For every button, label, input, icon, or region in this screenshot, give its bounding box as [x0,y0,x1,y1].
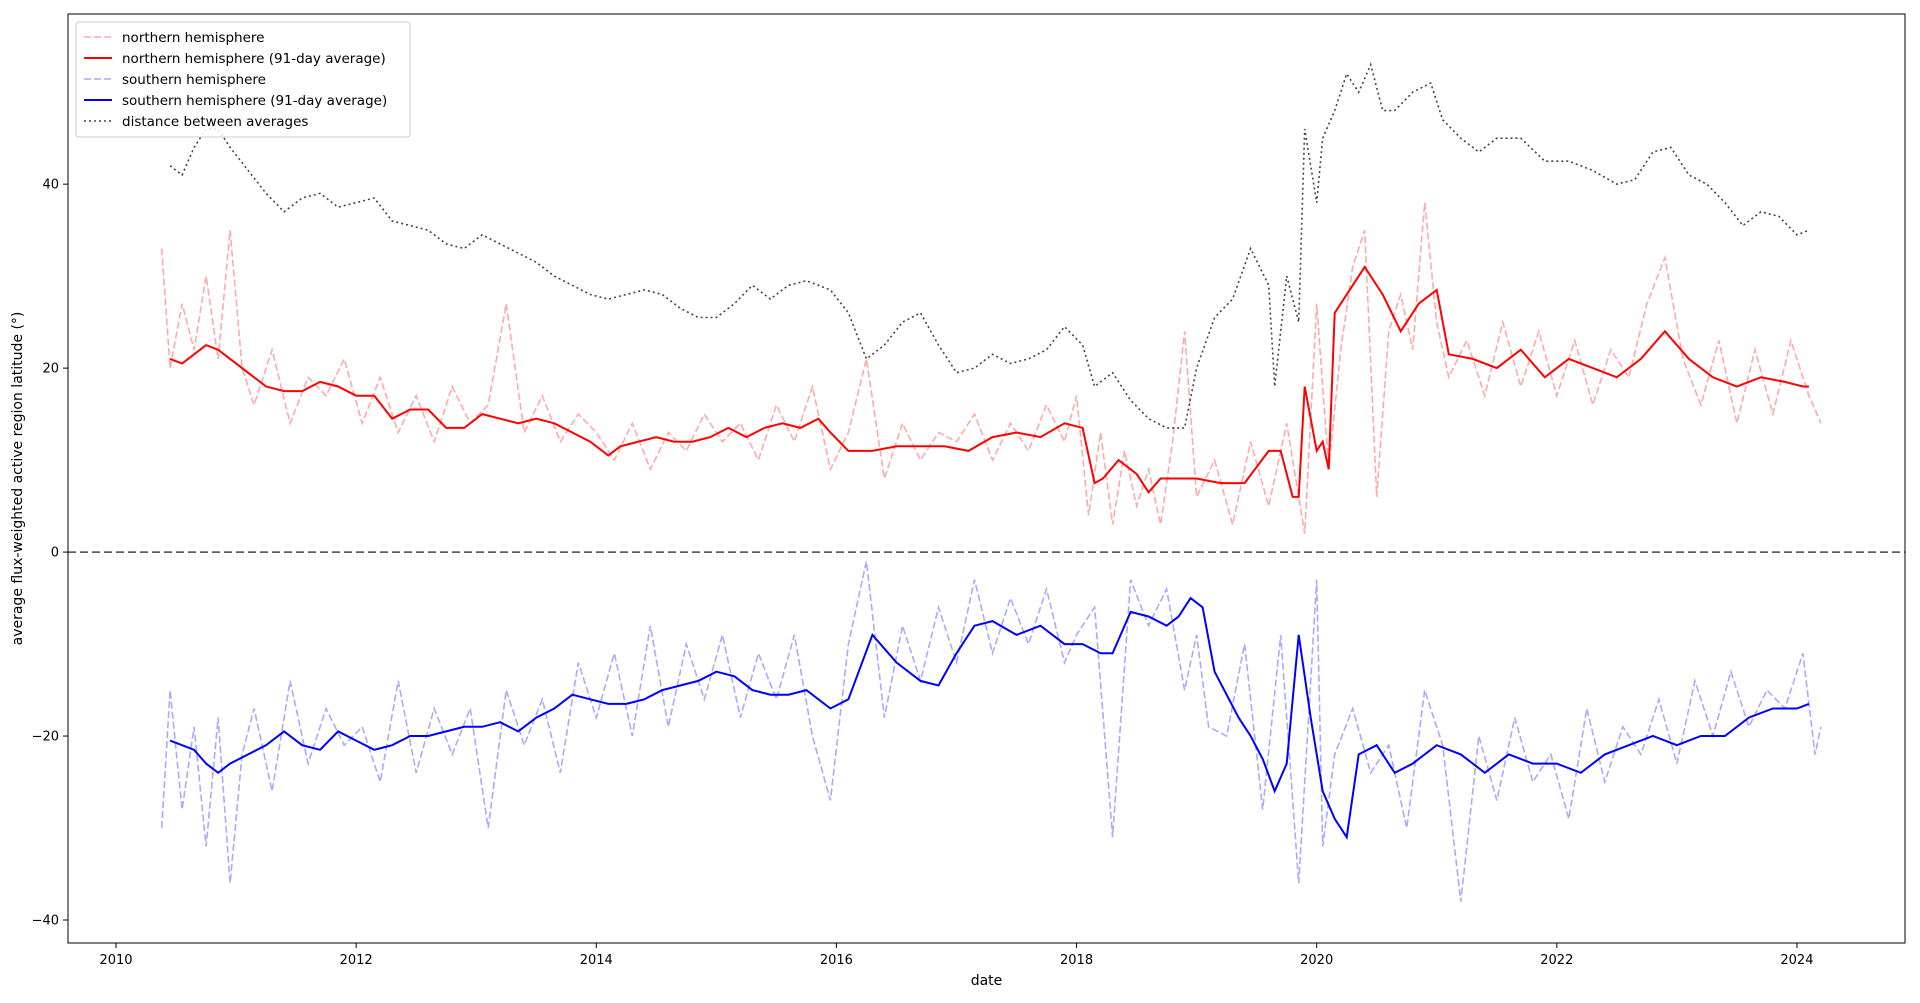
y-axis: −40 −20 0 20 40 [32,178,68,929]
x-tick-label: 2024 [1780,953,1813,968]
x-tick-label: 2020 [1300,953,1333,968]
y-axis-label: average flux-weighted active region lati… [10,312,26,646]
series-layer [160,62,1822,902]
y-tick-label: 0 [51,546,59,561]
y-tick-label: 20 [42,362,59,377]
x-tick-label: 2018 [1060,953,1093,968]
y-tick-label: −20 [32,730,59,745]
series-line-5 [169,62,1810,429]
legend-label: distance between averages [122,114,308,130]
plot-frame [67,13,1906,944]
x-tick-label: 2014 [580,953,613,968]
y-tick-label: 40 [42,178,59,193]
legend-label: northern hemisphere [122,30,264,46]
legend-label: southern hemisphere [122,72,266,88]
x-tick-label: 2010 [99,953,132,968]
y-tick-label: −40 [32,914,59,929]
x-axis: 2010 2012 2014 2016 2018 2020 2022 2024 [99,943,1813,968]
x-tick-label: 2016 [820,953,853,968]
x-axis-label: date [971,973,1003,989]
x-tick-label: 2012 [340,953,373,968]
legend-label: southern hemisphere (91-day average) [122,93,387,109]
series-line-3 [160,561,1822,902]
legend-label: northern hemisphere (91-day average) [122,51,386,67]
series-line-4 [169,596,1810,840]
legend: northern hemisphere northern hemisphere (… [75,21,411,138]
legend-box [75,21,411,138]
x-tick-label: 2022 [1540,953,1573,968]
series-line-1 [160,202,1822,534]
series-line-2 [169,265,1809,498]
